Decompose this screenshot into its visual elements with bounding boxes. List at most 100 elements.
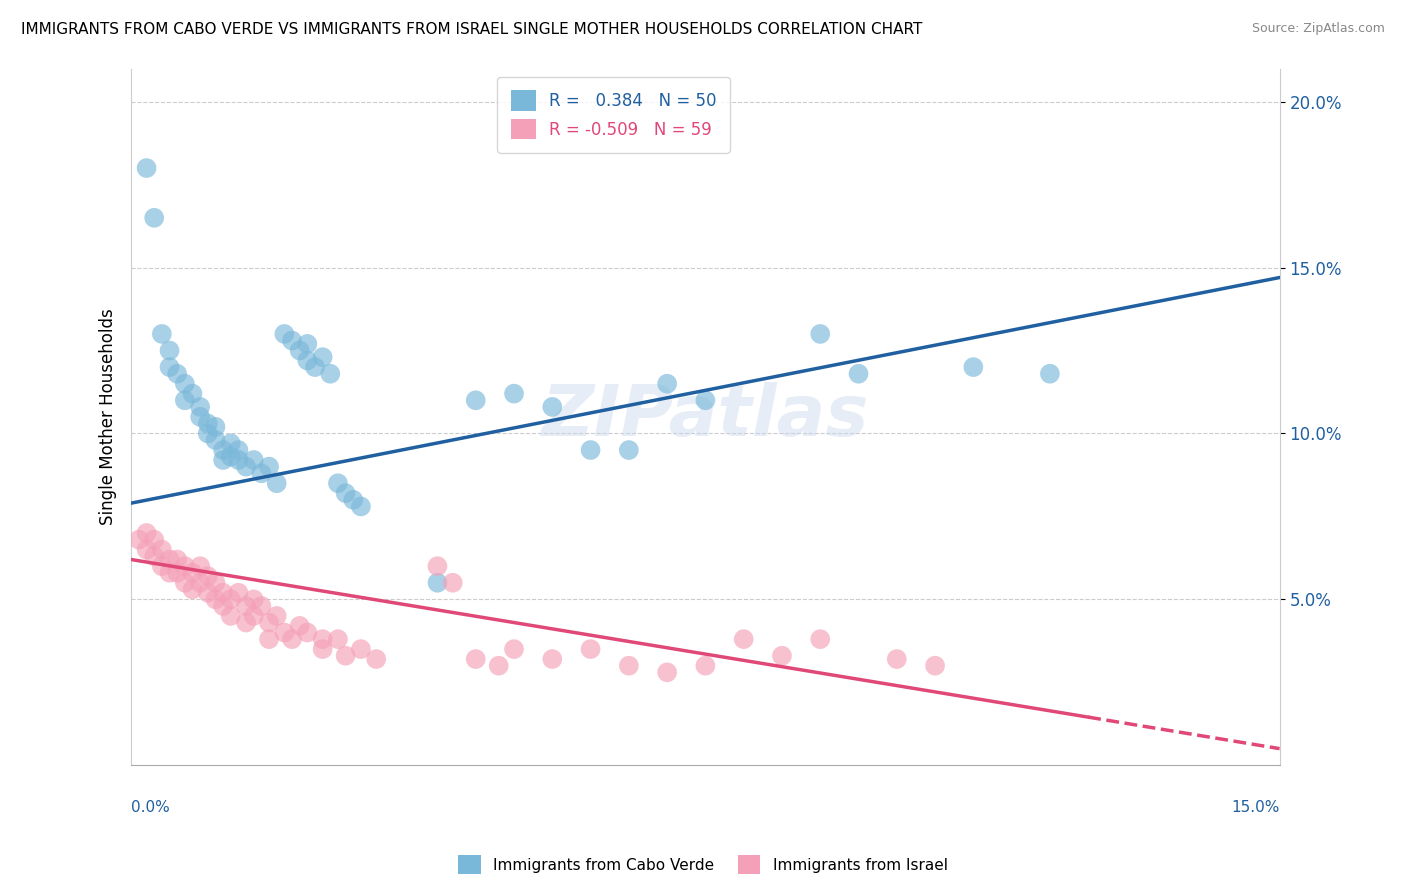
Point xyxy=(342,492,364,507)
Point xyxy=(311,632,333,647)
Point xyxy=(228,453,250,467)
Point xyxy=(212,443,235,458)
Point xyxy=(204,592,226,607)
Point xyxy=(197,426,219,441)
Point xyxy=(257,459,280,474)
Point xyxy=(235,599,257,613)
Point xyxy=(770,648,793,663)
Point xyxy=(173,376,195,391)
Point xyxy=(924,658,946,673)
Point xyxy=(212,599,235,613)
Point xyxy=(617,443,640,458)
Point xyxy=(695,658,717,673)
Point xyxy=(617,658,640,673)
Point xyxy=(181,582,204,597)
Point xyxy=(488,658,510,673)
Point xyxy=(166,552,188,566)
Point xyxy=(541,652,564,666)
Point xyxy=(886,652,908,666)
Point xyxy=(204,433,226,447)
Point xyxy=(250,467,273,481)
Point xyxy=(228,443,250,458)
Point xyxy=(962,360,984,375)
Point xyxy=(235,459,257,474)
Point xyxy=(173,393,195,408)
Point xyxy=(297,353,319,368)
Point xyxy=(135,526,157,541)
Point xyxy=(848,367,870,381)
Point xyxy=(219,608,242,623)
Point xyxy=(326,476,349,491)
Point xyxy=(426,575,449,590)
Point xyxy=(228,585,250,599)
Point xyxy=(150,559,173,574)
Text: Source: ZipAtlas.com: Source: ZipAtlas.com xyxy=(1251,22,1385,36)
Legend: Immigrants from Cabo Verde, Immigrants from Israel: Immigrants from Cabo Verde, Immigrants f… xyxy=(453,849,953,880)
Point xyxy=(219,450,242,464)
Point xyxy=(250,599,273,613)
Point xyxy=(733,632,755,647)
Point xyxy=(235,615,257,630)
Point xyxy=(464,652,486,666)
Point xyxy=(128,533,150,547)
Point xyxy=(335,486,357,500)
Point xyxy=(159,360,181,375)
Point xyxy=(541,400,564,414)
Point xyxy=(143,533,166,547)
Point xyxy=(159,552,181,566)
Point xyxy=(166,367,188,381)
Point xyxy=(143,549,166,564)
Point xyxy=(188,409,211,424)
Point xyxy=(273,326,295,341)
Text: 0.0%: 0.0% xyxy=(131,800,170,815)
Text: 15.0%: 15.0% xyxy=(1232,800,1279,815)
Point xyxy=(181,386,204,401)
Point xyxy=(257,615,280,630)
Point xyxy=(655,376,678,391)
Point xyxy=(281,632,304,647)
Point xyxy=(288,343,311,358)
Point xyxy=(579,642,602,657)
Point xyxy=(197,417,219,431)
Point xyxy=(808,632,831,647)
Point xyxy=(655,665,678,680)
Point xyxy=(288,619,311,633)
Point xyxy=(266,476,288,491)
Point xyxy=(212,585,235,599)
Point xyxy=(150,326,173,341)
Point xyxy=(319,367,342,381)
Point xyxy=(166,566,188,580)
Point xyxy=(159,566,181,580)
Point xyxy=(159,343,181,358)
Point xyxy=(464,393,486,408)
Text: IMMIGRANTS FROM CABO VERDE VS IMMIGRANTS FROM ISRAEL SINGLE MOTHER HOUSEHOLDS CO: IMMIGRANTS FROM CABO VERDE VS IMMIGRANTS… xyxy=(21,22,922,37)
Point xyxy=(197,585,219,599)
Point xyxy=(281,334,304,348)
Point xyxy=(150,542,173,557)
Point xyxy=(212,453,235,467)
Text: ZIPatlas: ZIPatlas xyxy=(541,383,869,451)
Point xyxy=(242,453,264,467)
Point xyxy=(181,566,204,580)
Point xyxy=(579,443,602,458)
Point xyxy=(143,211,166,225)
Point xyxy=(350,500,373,514)
Point xyxy=(426,559,449,574)
Point xyxy=(173,575,195,590)
Point xyxy=(311,642,333,657)
Point xyxy=(197,569,219,583)
Point xyxy=(188,559,211,574)
Point xyxy=(695,393,717,408)
Point xyxy=(242,592,264,607)
Point xyxy=(808,326,831,341)
Point xyxy=(1039,367,1062,381)
Point xyxy=(304,360,326,375)
Point xyxy=(366,652,388,666)
Point xyxy=(326,632,349,647)
Point xyxy=(311,350,333,364)
Point xyxy=(135,542,157,557)
Point xyxy=(204,575,226,590)
Point xyxy=(242,608,264,623)
Point xyxy=(204,419,226,434)
Point xyxy=(297,625,319,640)
